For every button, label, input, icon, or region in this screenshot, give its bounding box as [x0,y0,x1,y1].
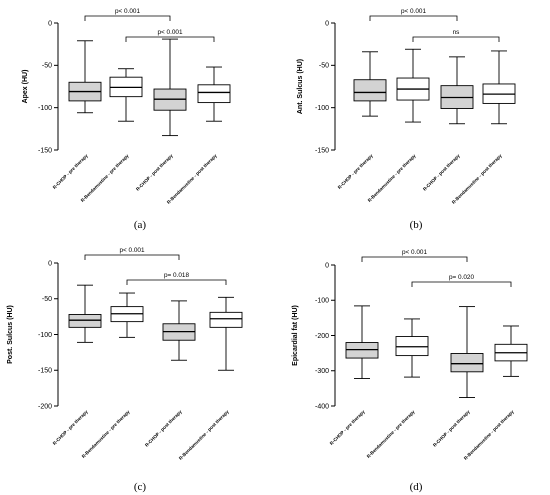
category-label: R-Bendamustine - pre therapy [367,153,417,203]
bracket-line [411,281,512,287]
significance-bracket: p< 0.001 [361,249,468,262]
y-tick-label: -400 [315,403,329,410]
bracket-line [369,15,458,21]
significance-bracket: p= 0.020 [411,274,512,287]
box-1 [345,305,379,379]
box-4 [197,66,231,122]
box-1 [68,40,102,114]
p-value-label: ns [453,29,460,36]
category-label: R-CHOP - post therapy [144,409,183,448]
panel-c: 0 -50 -100 -150 -200 Post. Sulcus (HU) R-CHOP … [7,247,243,493]
iqr-box [197,84,231,104]
panel-caption: (b) [410,219,423,231]
category-label: R-CHOP - pre therapy [337,153,374,190]
iqr-box [68,314,102,328]
panel-a: 0 -50 -100 -150 Apex (HU) R-CHOP - pre therap… [22,8,231,231]
y-tick-label: -150 [38,147,52,154]
significance-bracket: p< 0.001 [369,8,458,21]
y-tick-label: 0 [48,260,52,267]
box-3 [440,56,474,125]
box-4 [209,296,243,371]
y-tick-label: -50 [42,296,52,303]
category-label: R-CHOP - pre therapy [52,409,89,446]
box-1 [68,284,102,343]
iqr-box [345,342,379,359]
category-label: R-Bendamustine - pre therapy [80,153,130,203]
box-3 [153,38,187,137]
bracket-line [84,254,180,260]
significance-bracket: p= 0.018 [126,272,227,285]
p-value-label: p< 0.001 [402,249,427,256]
category-label: R-CHOP - pre therapy [329,409,366,446]
iqr-box [353,79,387,102]
box-3 [162,300,196,361]
y-axis-label: Post. Sulcus (HU) [7,305,14,364]
box-2 [395,318,429,378]
category-label: R-Bendamustine - pre therapy [81,409,131,459]
y-tick-label: 0 [325,262,329,269]
bracket-line [125,36,215,42]
category-label: R-Bendamustine - post therapy [166,153,218,205]
y-axis-label: Ant. Sulcus (HU) [297,59,304,114]
category-label: R-Bendamustine - post therapy [451,153,503,205]
significance-bracket: p< 0.001 [125,29,215,42]
bracket-line [84,15,171,21]
category-label: R-Bendamustine - pre therapy [366,409,416,459]
p-value-label: p< 0.001 [119,247,144,254]
y-tick-label: -100 [315,105,329,112]
box-2 [396,48,430,123]
category-label: R-CHOP - post therapy [135,153,174,192]
y-axis-label: Apex (HU) [22,70,29,104]
category-label: R-CHOP - pre therapy [52,153,89,190]
category-label: R-Bendamustine - post therapy [178,409,230,461]
y-tick-label: -100 [38,105,52,112]
y-tick-label: -200 [38,403,52,410]
p-value-label: p= 0.020 [449,274,474,281]
significance-bracket: p< 0.001 [84,8,171,21]
significance-bracket: ns [412,29,500,42]
y-tick-label: -100 [315,298,329,305]
y-tick-label: 0 [48,20,52,27]
panel-caption: (c) [134,481,147,493]
iqr-box [209,311,243,328]
panel-d: 0 -100 -200 -300 -400 Epicardial fat (HU) R-CH… [292,249,528,493]
panel-caption: (a) [134,219,147,231]
y-tick-label: -300 [315,368,329,375]
iqr-box [450,353,484,373]
y-tick-label: 0 [325,20,329,27]
box-4 [494,325,528,377]
p-value-label: p< 0.001 [115,8,140,15]
box-3 [450,306,484,398]
y-axis-label: Epicardial fat (HU) [292,305,299,366]
panel-caption: (d) [410,481,423,493]
iqr-box [395,336,429,357]
bracket-line [126,279,227,285]
bracket-line [412,36,500,42]
box-2 [109,68,143,122]
y-tick-label: -50 [319,63,329,70]
category-label: R-CHOP - post therapy [422,153,461,192]
significance-bracket: p< 0.001 [84,247,180,260]
p-value-label: p= 0.018 [164,272,189,279]
y-tick-label: -150 [38,368,52,375]
panel-b: 0 -50 -100 -150 Ant. Sulcus (HU) R-CHOP - pre… [297,8,516,231]
box-2 [110,292,144,338]
p-value-label: p< 0.001 [157,29,182,36]
p-value-label: p< 0.001 [401,8,426,15]
box-4 [482,50,516,125]
y-tick-label: -50 [42,63,52,70]
y-tick-label: -150 [315,147,329,154]
category-label: R-CHOP - post therapy [432,409,471,448]
box-1 [353,51,387,117]
y-tick-label: -100 [38,332,52,339]
category-label: R-Bendamustine - post therapy [463,409,515,461]
bracket-line [361,256,468,262]
y-tick-label: -200 [315,333,329,340]
